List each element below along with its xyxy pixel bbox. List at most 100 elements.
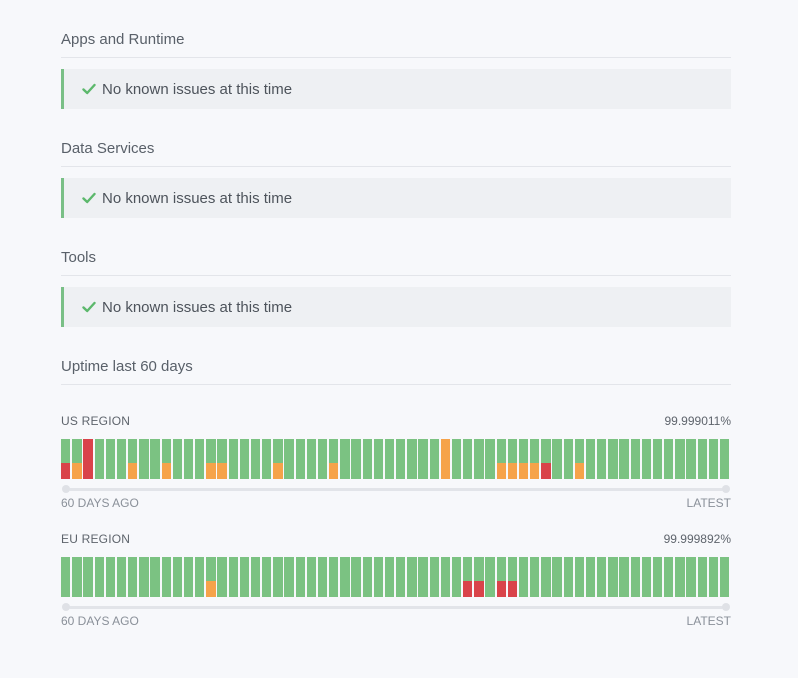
uptime-day-bar[interactable] xyxy=(262,439,272,479)
uptime-day-bar[interactable] xyxy=(116,439,127,479)
uptime-day-bar[interactable] xyxy=(172,557,183,597)
uptime-day-bar[interactable] xyxy=(574,439,585,479)
uptime-day-bar[interactable] xyxy=(518,557,529,597)
uptime-day-bar[interactable] xyxy=(217,557,227,597)
uptime-day-bar[interactable] xyxy=(541,439,551,479)
uptime-day-bar[interactable] xyxy=(83,439,93,479)
uptime-day-bar[interactable] xyxy=(306,557,317,597)
uptime-day-bar[interactable] xyxy=(574,557,585,597)
uptime-day-bar[interactable] xyxy=(418,439,428,479)
uptime-day-bar[interactable] xyxy=(183,557,194,597)
uptime-day-bar[interactable] xyxy=(295,439,305,479)
uptime-day-bar[interactable] xyxy=(652,557,663,597)
uptime-day-bar[interactable] xyxy=(451,439,462,479)
uptime-day-bar[interactable] xyxy=(518,439,529,479)
uptime-day-bar[interactable] xyxy=(250,439,261,479)
uptime-day-bar[interactable] xyxy=(362,557,372,597)
uptime-day-bar[interactable] xyxy=(384,439,395,479)
uptime-day-bar[interactable] xyxy=(641,557,652,597)
uptime-day-bar[interactable] xyxy=(619,557,629,597)
uptime-day-bar[interactable] xyxy=(463,439,473,479)
uptime-day-bar[interactable] xyxy=(474,557,484,597)
uptime-day-bar[interactable] xyxy=(284,557,294,597)
uptime-day-bar[interactable] xyxy=(340,557,350,597)
uptime-day-bar[interactable] xyxy=(139,439,149,479)
uptime-day-bar[interactable] xyxy=(195,439,205,479)
uptime-day-bar[interactable] xyxy=(429,439,439,479)
uptime-day-bar[interactable] xyxy=(440,439,451,479)
uptime-day-bar[interactable] xyxy=(262,557,272,597)
uptime-day-bar[interactable] xyxy=(228,557,238,597)
uptime-day-bar[interactable] xyxy=(474,439,484,479)
uptime-day-bar[interactable] xyxy=(530,557,540,597)
uptime-day-bar[interactable] xyxy=(217,439,227,479)
uptime-day-bar[interactable] xyxy=(128,439,138,479)
uptime-day-bar[interactable] xyxy=(61,439,71,479)
uptime-day-bar[interactable] xyxy=(608,557,618,597)
uptime-day-bar[interactable] xyxy=(250,557,261,597)
uptime-day-bar[interactable] xyxy=(72,439,82,479)
uptime-day-bar[interactable] xyxy=(373,439,384,479)
uptime-day-bar[interactable] xyxy=(451,557,462,597)
uptime-day-bar[interactable] xyxy=(563,439,573,479)
uptime-day-bar[interactable] xyxy=(384,557,395,597)
uptime-day-bar[interactable] xyxy=(61,557,71,597)
uptime-day-bar[interactable] xyxy=(697,439,707,479)
uptime-day-bar[interactable] xyxy=(172,439,183,479)
uptime-day-bar[interactable] xyxy=(585,439,596,479)
uptime-day-bar[interactable] xyxy=(407,557,417,597)
uptime-day-bar[interactable] xyxy=(139,557,149,597)
uptime-day-bar[interactable] xyxy=(295,557,305,597)
uptime-day-bar[interactable] xyxy=(161,439,171,479)
uptime-day-bar[interactable] xyxy=(340,439,350,479)
uptime-day-bar[interactable] xyxy=(396,557,406,597)
uptime-day-bar[interactable] xyxy=(675,557,685,597)
uptime-day-bar[interactable] xyxy=(719,439,730,479)
uptime-day-bar[interactable] xyxy=(563,557,573,597)
uptime-day-bar[interactable] xyxy=(552,439,562,479)
uptime-day-bar[interactable] xyxy=(552,557,562,597)
uptime-day-bar[interactable] xyxy=(641,439,652,479)
uptime-day-bar[interactable] xyxy=(664,439,674,479)
uptime-day-bar[interactable] xyxy=(496,439,506,479)
uptime-day-bar[interactable] xyxy=(206,557,216,597)
uptime-day-bar[interactable] xyxy=(183,439,194,479)
uptime-day-bar[interactable] xyxy=(507,439,518,479)
uptime-day-bar[interactable] xyxy=(195,557,205,597)
uptime-day-bar[interactable] xyxy=(530,439,540,479)
uptime-day-bar[interactable] xyxy=(116,557,127,597)
uptime-day-bar[interactable] xyxy=(105,557,116,597)
uptime-day-bar[interactable] xyxy=(273,439,283,479)
uptime-day-bar[interactable] xyxy=(541,557,551,597)
uptime-day-bar[interactable] xyxy=(418,557,428,597)
uptime-day-bar[interactable] xyxy=(128,557,138,597)
uptime-day-bar[interactable] xyxy=(239,557,250,597)
uptime-day-bar[interactable] xyxy=(94,439,104,479)
uptime-day-bar[interactable] xyxy=(105,439,116,479)
uptime-day-bar[interactable] xyxy=(630,557,640,597)
uptime-day-bar[interactable] xyxy=(273,557,283,597)
uptime-day-bar[interactable] xyxy=(228,439,238,479)
uptime-day-bar[interactable] xyxy=(686,439,696,479)
uptime-day-bar[interactable] xyxy=(83,557,93,597)
uptime-day-bar[interactable] xyxy=(407,439,417,479)
uptime-day-bar[interactable] xyxy=(697,557,707,597)
uptime-day-bar[interactable] xyxy=(585,557,596,597)
uptime-day-bar[interactable] xyxy=(652,439,663,479)
uptime-day-bar[interactable] xyxy=(351,557,361,597)
uptime-day-bar[interactable] xyxy=(708,439,719,479)
uptime-day-bar[interactable] xyxy=(496,557,506,597)
uptime-day-bar[interactable] xyxy=(597,557,607,597)
uptime-day-bar[interactable] xyxy=(675,439,685,479)
uptime-day-bar[interactable] xyxy=(150,557,160,597)
uptime-day-bar[interactable] xyxy=(630,439,640,479)
uptime-day-bar[interactable] xyxy=(329,557,339,597)
uptime-day-bar[interactable] xyxy=(396,439,406,479)
uptime-day-bar[interactable] xyxy=(429,557,439,597)
uptime-day-bar[interactable] xyxy=(306,439,317,479)
uptime-day-bar[interactable] xyxy=(597,439,607,479)
uptime-day-bar[interactable] xyxy=(362,439,372,479)
uptime-day-bar[interactable] xyxy=(619,439,629,479)
uptime-day-bar[interactable] xyxy=(206,439,216,479)
uptime-day-bar[interactable] xyxy=(239,439,250,479)
